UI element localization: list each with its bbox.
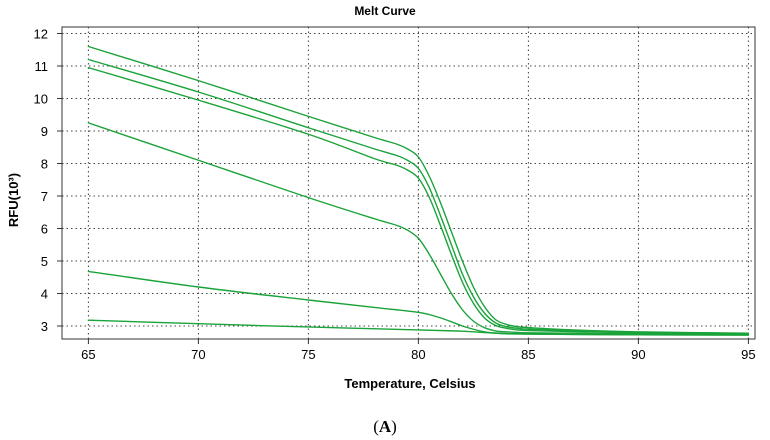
plot-frame [61,26,756,340]
tick-labels: 65 70 75 80 85 90 95 3 4 5 6 7 8 9 10 11 12 [34,27,756,363]
y-tick-label: 5 [41,254,48,269]
y-tick-label: 12 [34,27,48,42]
series-line-3 [87,66,750,335]
series-line-4 [87,122,750,335]
panel-label: (A) [373,417,397,436]
y-tick-label: 10 [34,92,48,107]
x-tick-label: 90 [631,347,645,362]
panel-label-open: ( [373,417,379,436]
y-tick-label: 7 [41,189,48,204]
series-line-2 [87,58,750,335]
y-tick-label: 9 [41,124,48,139]
panel-label-close: ) [391,417,397,436]
y-tick-label: 3 [41,319,48,334]
x-tick-label: 95 [741,347,755,362]
x-axis-label: Temperature, Celsius [344,376,475,391]
x-tick-label: 80 [411,347,425,362]
y-tick-label: 6 [41,222,48,237]
x-tick-label: 65 [81,347,95,362]
y-tick-label: 4 [41,287,48,302]
chart-title: Melt Curve [354,4,416,18]
y-tick-label: 8 [41,157,48,172]
panel-label-letter: A [379,417,392,436]
series-line-6 [87,319,750,336]
series-line-1 [87,45,750,334]
x-tick-label: 85 [521,347,535,362]
series-layer [87,45,750,336]
grid-layer [62,27,755,339]
x-tick-label: 75 [301,347,315,362]
y-axis-label: RFU(10³) [6,173,21,227]
y-tick-label: 11 [35,59,49,74]
x-tick-label: 70 [191,347,205,362]
